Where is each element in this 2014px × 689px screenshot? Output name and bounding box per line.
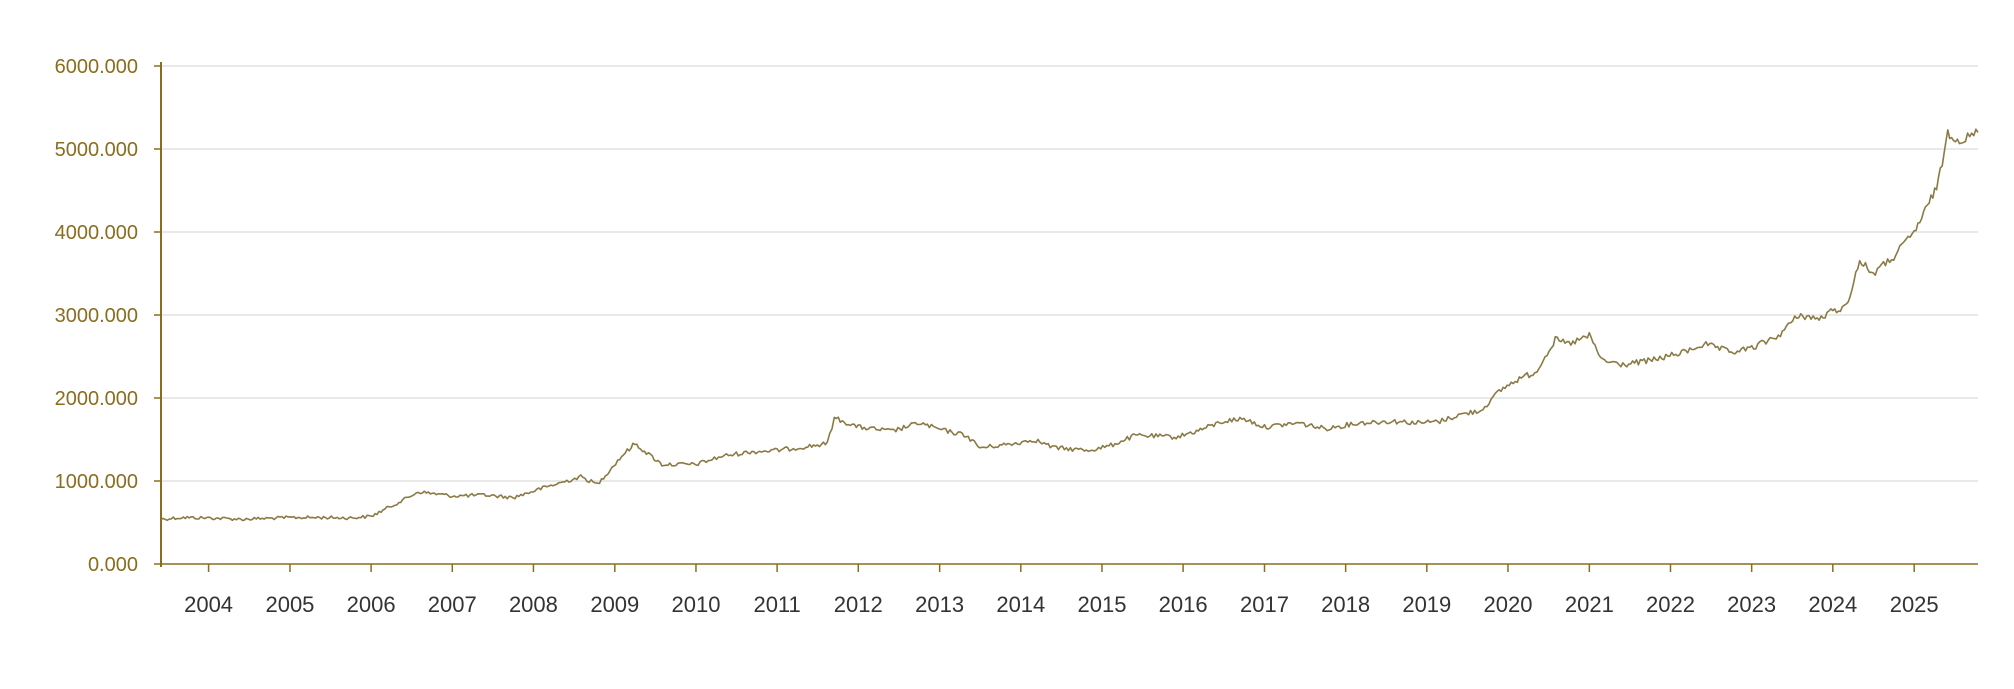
x-tick-label: 2020 (1483, 592, 1532, 617)
x-tick-label: 2012 (834, 592, 883, 617)
x-tick-label: 2005 (265, 592, 314, 617)
x-tick-label: 2013 (915, 592, 964, 617)
y-tick-label: 3000.000 (55, 305, 138, 327)
series-layer (160, 128, 1979, 522)
x-tick-label: 2021 (1565, 592, 1614, 617)
x-tick-label: 2022 (1646, 592, 1695, 617)
x-tick-label: 2009 (590, 592, 639, 617)
y-tick-label: 1000.000 (55, 471, 138, 493)
x-tick-label: 2016 (1159, 592, 1208, 617)
x-tick-label: 2014 (996, 592, 1045, 617)
x-tick-label: 2025 (1890, 592, 1939, 617)
x-tick-label: 2011 (753, 592, 800, 617)
x-axis-ticks: 2004 2005 2006 2007 2008 2009 2010 2011 2012 2013… (184, 564, 1939, 617)
x-tick-label: 2008 (509, 592, 558, 617)
y-tick-label: 6000.000 (55, 56, 138, 78)
x-tick-label: 2019 (1402, 592, 1451, 617)
x-tick-label: 2023 (1727, 592, 1776, 617)
x-tick-label: 2007 (428, 592, 477, 617)
y-tick-label: 0.000 (88, 554, 138, 576)
y-tick-label: 5000.000 (55, 139, 138, 161)
y-axis-ticks: 0.000 1000.000 2000.000 3000.000 4000.000 500… (55, 56, 161, 576)
x-tick-label: 2024 (1808, 592, 1857, 617)
x-tick-label: 2010 (671, 592, 720, 617)
gridlines (161, 65, 1978, 482)
x-tick-label: 2017 (1240, 592, 1289, 617)
y-tick-label: 4000.000 (55, 222, 138, 244)
series-line-0 (160, 128, 1979, 522)
x-tick-label: 2018 (1321, 592, 1370, 617)
x-tick-label: 2004 (184, 592, 233, 617)
x-tick-label: 2006 (347, 592, 396, 617)
y-tick-label: 2000.000 (55, 388, 138, 410)
x-tick-label: 2015 (1077, 592, 1126, 617)
